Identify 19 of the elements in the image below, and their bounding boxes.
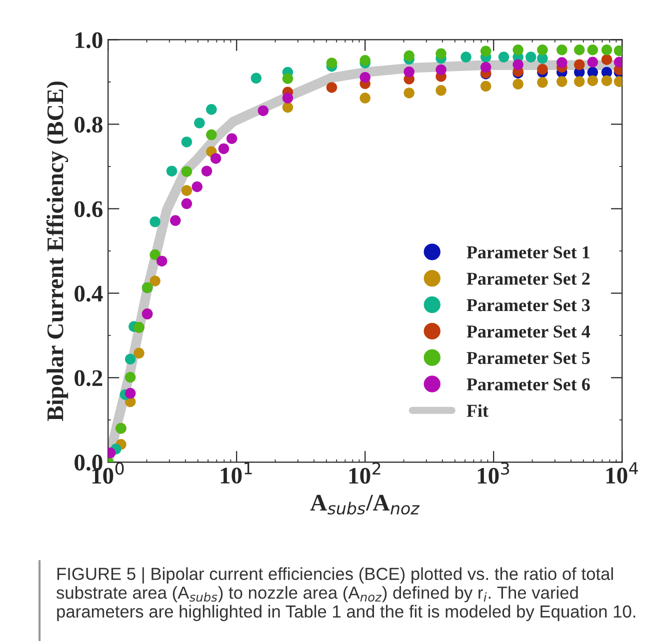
x-tick-label: 10$^{3}$ [478,462,510,484]
y-axis-title: Bipolar Current Efficiency (BCE) [46,82,68,421]
y-tick-label: 0.4 [74,286,103,302]
legend-label: Parameter Set 1 [466,246,590,258]
x-tick-label: 10$^{4}$ [606,462,638,484]
legend-label: Parameter Set 2 [466,272,590,285]
legend-label: Parameter Set 5 [466,352,590,364]
legend-label: Parameter Set 4 [466,326,590,338]
legend-label: Fit [466,404,488,417]
y-tick-label: 0.6 [74,201,103,218]
x-tick-label: 10$^{1}$ [220,462,252,484]
x-tick-label: 10$^{2}$ [349,462,380,484]
y-tick-label: 0.8 [74,116,102,133]
x-axis-title: A$_{subs}$/A$_{noz}$ [310,494,420,515]
y-tick-label: 1.0 [76,32,102,48]
legend-label: Parameter Set 3 [466,299,590,312]
y-tick-label: 0.2 [74,370,102,386]
legend-label: Parameter Set 6 [466,378,590,390]
text: FIGURE 5 | Bipolar current efficiencies (BCE) plotted vs. the ratio of total substrate area (A$_{subs}$) to nozzle area (A$_{noz}$) defined by r$_{i}$. The varied parameters are highlighted in Table 1 and the fit is modeled by Equation 10. [56,567,636,622]
